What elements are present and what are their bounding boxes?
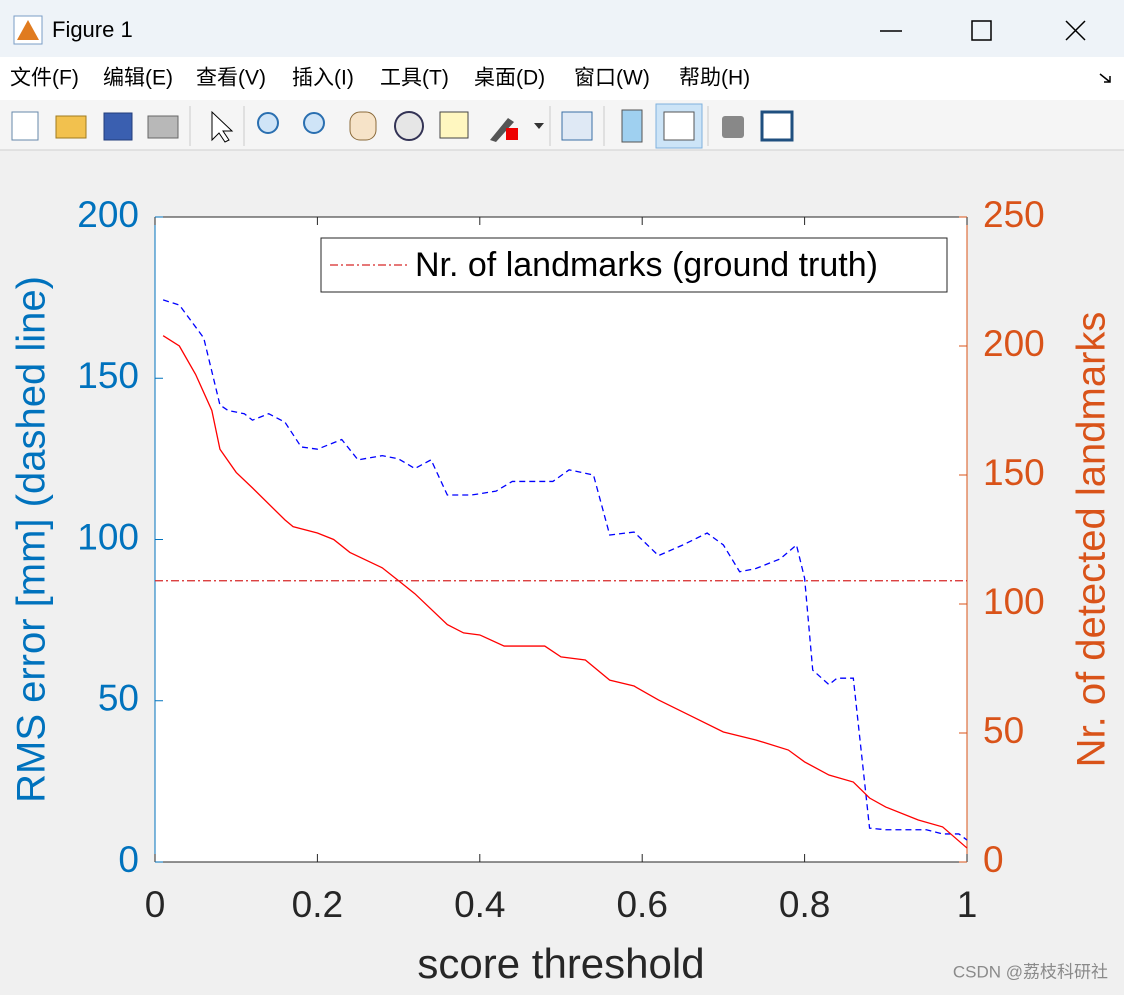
menu-item[interactable]: 插入(I) xyxy=(292,67,354,90)
menu-item[interactable]: 窗口(W) xyxy=(574,67,650,90)
x-tick-label: 0.2 xyxy=(292,884,343,925)
x-tick-label: 0 xyxy=(145,884,166,925)
menu-item[interactable]: 帮助(H) xyxy=(679,67,750,90)
toolbar-separators xyxy=(189,106,709,146)
y2-tick-label: 0 xyxy=(983,839,1004,880)
app-icon-shape xyxy=(17,20,39,40)
menu-arrow[interactable] xyxy=(1099,73,1111,83)
menu-item[interactable]: 文件(F) xyxy=(10,67,79,90)
brush-dropdown[interactable] xyxy=(534,123,544,129)
x-axis-label: score threshold xyxy=(417,940,704,987)
open-icon[interactable] xyxy=(55,115,87,139)
y2-tick-label: 250 xyxy=(983,194,1045,235)
x-tick-label: 0.8 xyxy=(779,884,830,925)
y2-tick-label: 100 xyxy=(983,581,1045,622)
series-line xyxy=(162,299,968,841)
y-axis-label: RMS error [mm] (dashed line) xyxy=(10,276,54,803)
y-tick-label: 50 xyxy=(98,678,139,719)
menu-item[interactable]: 编辑(E) xyxy=(103,67,173,90)
colorbar-icon[interactable] xyxy=(621,109,643,143)
legend-box xyxy=(320,237,948,293)
y-tick-label: 150 xyxy=(77,355,139,396)
brush-color xyxy=(506,128,518,140)
y2-tick-label: 150 xyxy=(983,452,1045,493)
print-icon[interactable] xyxy=(147,115,179,139)
pan-icon[interactable] xyxy=(349,111,377,141)
y-tick-label: 100 xyxy=(77,516,139,557)
menu-group: 文件(F) 编辑(E) 查看(V) 插入(I) 工具(T) 桌面(D) 窗口(W) 帮助(H) xyxy=(10,67,750,90)
zoom-in-icon[interactable] xyxy=(257,112,279,134)
x-tick-label: 1 xyxy=(957,884,978,925)
menu-item[interactable]: 工具(T) xyxy=(380,67,449,90)
menu-bar xyxy=(0,57,1124,100)
window-title: Figure 1 xyxy=(52,17,133,42)
close-button[interactable] xyxy=(1065,20,1086,41)
save-icon[interactable] xyxy=(103,112,133,141)
menu-item[interactable]: 查看(V) xyxy=(196,67,266,90)
menu-item[interactable]: 桌面(D) xyxy=(474,67,545,90)
series-line xyxy=(162,335,968,849)
x-tick-label: 0.4 xyxy=(454,884,505,925)
y2-axis-label: Nr. of detected landmarks xyxy=(1070,312,1114,768)
legend-label: Nr. of landmarks (ground truth) xyxy=(415,246,878,284)
title-bar xyxy=(0,0,1124,57)
zoom-out-icon[interactable] xyxy=(303,112,325,134)
new-icon[interactable] xyxy=(11,111,39,141)
y-tick-label: 200 xyxy=(77,194,139,235)
y-tick-label: 0 xyxy=(118,839,139,880)
dock-icon[interactable] xyxy=(760,110,794,142)
link-icon[interactable] xyxy=(561,111,593,141)
brush-icon[interactable] xyxy=(490,118,514,142)
watermark: CSDN @荔枝科研社 xyxy=(953,962,1108,981)
y2-tick-label: 200 xyxy=(983,323,1045,364)
hide-icon[interactable] xyxy=(722,116,744,138)
legend-icon[interactable] xyxy=(663,111,695,141)
rotate-icon[interactable] xyxy=(394,111,424,141)
toolbar-icons xyxy=(11,103,794,149)
pointer-icon[interactable] xyxy=(211,110,234,143)
x-tick-label: 0.6 xyxy=(616,884,667,925)
plot: 0 0.2 0.4 0.6 0.8 105010015020005010015020025… xyxy=(10,194,1114,987)
plot-area xyxy=(155,217,967,862)
maximize-button[interactable] xyxy=(971,20,992,41)
y2-tick-label: 50 xyxy=(983,710,1024,751)
datatip-icon[interactable] xyxy=(439,111,469,139)
